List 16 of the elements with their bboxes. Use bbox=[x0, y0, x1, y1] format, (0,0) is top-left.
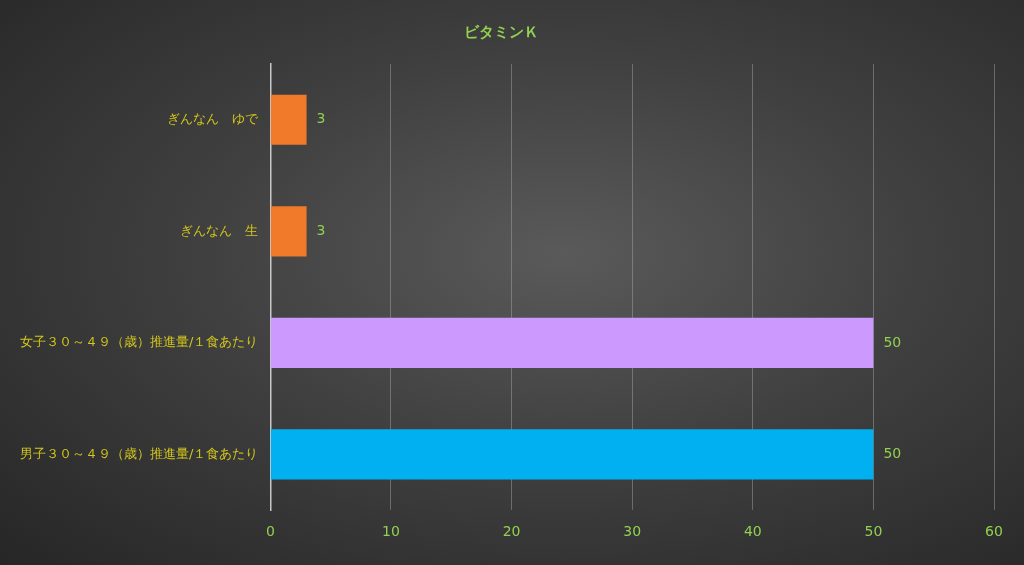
y-tick-label: 男子３０～４９（歳）推進量/１食あたり bbox=[19, 445, 259, 461]
x-tick-label: 0 bbox=[265, 523, 275, 540]
y-tick-label: 女子３０～４９（歳）推進量/１食あたり bbox=[19, 334, 259, 350]
y-tick-label: ぎんなん 生 bbox=[180, 222, 259, 238]
data-label: 3 bbox=[316, 110, 326, 127]
x-tick-label: 20 bbox=[502, 523, 521, 540]
x-tick-label: 30 bbox=[623, 523, 642, 540]
data-label: 50 bbox=[883, 445, 902, 462]
x-tick-label: 40 bbox=[743, 523, 762, 540]
x-tick-label: 50 bbox=[864, 523, 883, 540]
y-tick-label: ぎんなん ゆで bbox=[167, 111, 260, 127]
data-label: 3 bbox=[316, 221, 326, 238]
data-label: 50 bbox=[883, 333, 902, 350]
x-tick-label: 60 bbox=[985, 523, 1003, 540]
chart-title: ビタミンＫ bbox=[463, 22, 539, 41]
x-tick-label: 10 bbox=[382, 523, 400, 540]
